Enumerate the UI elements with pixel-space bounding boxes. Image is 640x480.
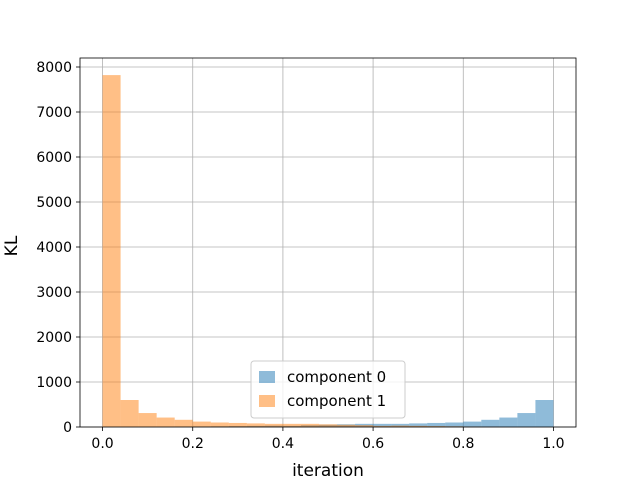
x-axis-label: iteration — [292, 461, 364, 480]
legend-label: component 1 — [287, 392, 386, 410]
y-axis-label: KL — [2, 235, 22, 256]
histogram-bar-series-1 — [391, 425, 410, 427]
histogram-bar-series-1 — [427, 426, 446, 427]
legend-swatch — [259, 371, 275, 383]
histogram-bar-series-1 — [192, 421, 211, 427]
histogram-bar-series-1 — [174, 419, 193, 427]
histogram-bar-series-0 — [445, 422, 464, 427]
x-tick-label: 0.0 — [91, 436, 113, 452]
histogram-bar-series-1 — [246, 423, 265, 427]
x-tick-label: 0.4 — [272, 436, 294, 452]
x-tick-label: 0.2 — [182, 436, 204, 452]
y-tick-label: 1000 — [36, 375, 72, 391]
y-axis-ticks: 0 1000 2000 3000 4000 5000 6000 7000 8000 — [36, 60, 80, 436]
histogram-bar-series-1 — [210, 422, 229, 427]
legend-label: component 0 — [287, 368, 386, 386]
y-tick-label: 5000 — [36, 195, 72, 211]
histogram-bar-series-1 — [409, 425, 428, 427]
histogram-bar-series-0 — [481, 419, 500, 427]
legend-box — [250, 360, 406, 419]
histogram-bar-series-0 — [409, 423, 428, 427]
histogram-bar-series-1 — [138, 413, 157, 427]
histogram-bar-series-0 — [427, 422, 446, 427]
histogram-bar-series-1 — [300, 423, 319, 427]
x-axis-ticks: 0.0 0.2 0.4 0.6 0.8 1.0 — [91, 427, 565, 452]
histogram-bar-series-0 — [499, 417, 518, 427]
y-tick-label: 0 — [63, 420, 72, 436]
histogram-bar-series-1 — [228, 422, 247, 427]
histogram-bar-series-1 — [355, 425, 374, 427]
x-tick-label: 1.0 — [542, 436, 564, 452]
y-tick-label: 4000 — [36, 240, 72, 256]
histogram-bar-series-1 — [373, 425, 392, 427]
x-tick-label: 0.8 — [452, 436, 474, 452]
histogram-bar-series-1 — [318, 424, 338, 427]
histogram-bar-series-0 — [463, 421, 482, 427]
histogram-bar-series-1 — [337, 424, 356, 427]
x-tick-label: 0.6 — [362, 436, 384, 452]
legend-swatch — [259, 395, 275, 407]
y-tick-label: 2000 — [36, 330, 72, 346]
histogram-bar-series-0 — [391, 423, 410, 427]
histogram-bar-series-1 — [282, 423, 301, 427]
histogram-bar-series-1 — [156, 417, 175, 427]
y-tick-label: 6000 — [36, 150, 72, 166]
legend: component 0 component 1 — [250, 360, 406, 419]
histogram-bar-series-0 — [517, 413, 536, 427]
histogram-bar-series-0 — [373, 423, 392, 427]
grid-lines — [80, 58, 576, 428]
histogram-bars — [102, 75, 554, 427]
histogram-bar-series-0 — [535, 400, 554, 427]
histogram-bar-series-1 — [120, 400, 139, 427]
plot-area-frame — [79, 57, 577, 428]
histogram-bar-series-1 — [102, 75, 121, 427]
y-tick-label: 8000 — [36, 60, 72, 76]
y-tick-label: 7000 — [36, 105, 72, 121]
y-tick-label: 3000 — [36, 285, 72, 301]
histogram-bar-series-1 — [264, 423, 283, 427]
